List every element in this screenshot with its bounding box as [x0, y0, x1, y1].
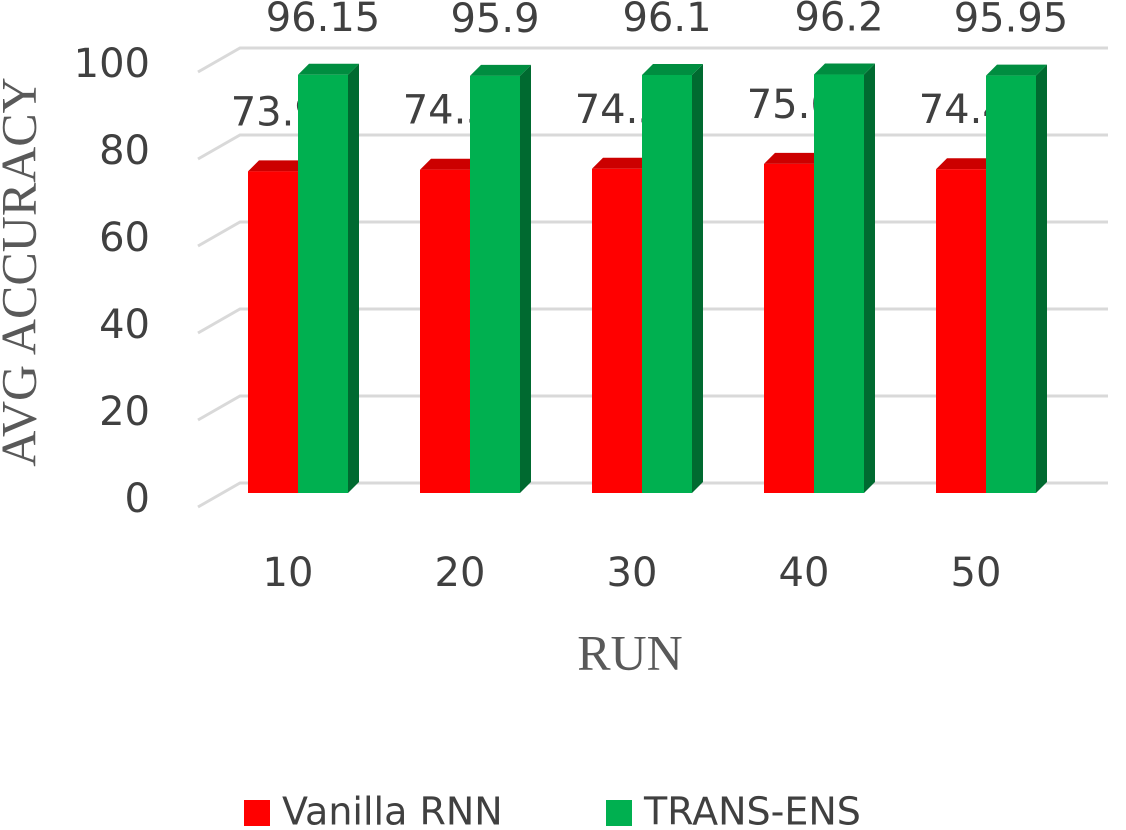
y-tick-label: 80 [99, 128, 150, 174]
x-tick-label: 50 [951, 550, 1002, 596]
x-axis-title: RUN [577, 624, 683, 680]
legend-swatch [606, 800, 632, 826]
bar-side [692, 63, 703, 494]
y-tick-label: 60 [99, 215, 150, 261]
bar [936, 169, 986, 494]
x-tick-label: 30 [607, 550, 658, 596]
bar [814, 74, 864, 493]
bar [592, 168, 642, 493]
legend-label: Vanilla RNN [282, 790, 503, 830]
bar-top [248, 160, 309, 172]
data-label: 96.2 [794, 0, 883, 41]
data-label: 95.95 [954, 0, 1069, 42]
y-tick-label: 40 [99, 302, 150, 348]
legend-swatch [244, 800, 270, 826]
legend-label: TRANS-ENS [643, 790, 861, 830]
y-tick-label: 100 [74, 41, 150, 87]
bar [420, 169, 470, 493]
bar [642, 74, 692, 493]
data-label: 96.1 [622, 0, 711, 41]
bar-top [470, 64, 531, 76]
bar-top [936, 158, 997, 170]
x-tick-label: 20 [435, 550, 486, 596]
data-label: 96.15 [266, 0, 381, 41]
bar [986, 75, 1036, 494]
bar [298, 74, 348, 493]
bar-side [864, 63, 875, 493]
bar-top [592, 157, 653, 169]
bar [470, 75, 520, 494]
bar-side [520, 64, 531, 494]
y-tick-label: 20 [99, 389, 150, 435]
bar-side [348, 63, 359, 494]
data-label: 95.9 [450, 0, 539, 42]
bar-side [1036, 64, 1047, 494]
grid-line [197, 46, 1108, 74]
y-tick-label: 0 [125, 476, 150, 522]
bar-top [642, 63, 703, 75]
bar-top [298, 63, 359, 75]
bar-top [814, 63, 875, 75]
bar [764, 163, 814, 494]
bar-top [420, 158, 481, 170]
bar-top [986, 64, 1047, 76]
x-tick-label: 40 [779, 550, 830, 596]
bar-top [764, 152, 825, 164]
x-tick-label: 10 [263, 550, 314, 596]
bar [248, 171, 298, 493]
y-axis-title: AVG ACCURACY [0, 77, 46, 466]
